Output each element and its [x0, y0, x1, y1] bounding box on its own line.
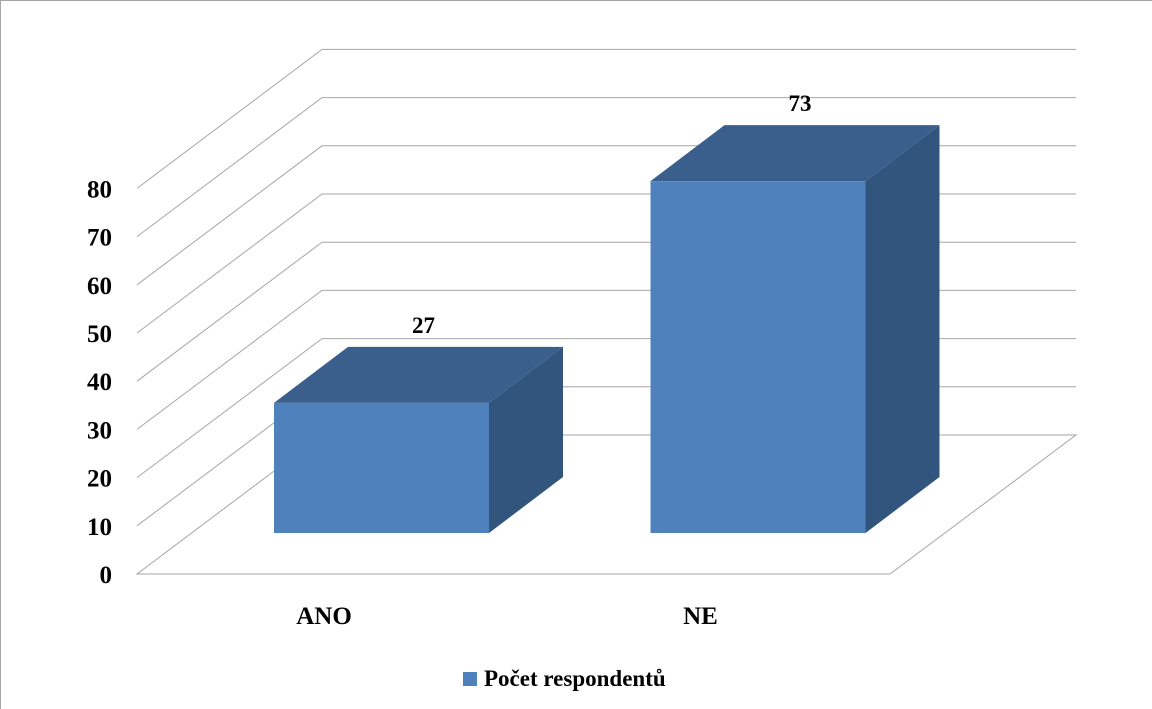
y-tick-label: 20	[87, 466, 112, 493]
legend-label: Počet respondentů	[484, 666, 666, 691]
bar-side	[489, 346, 563, 533]
y-axis-ticks: 0 10 20 30 40 50 60 70 80	[87, 176, 112, 589]
bar	[274, 402, 489, 533]
x-axis-categories: ANO NE	[296, 603, 718, 630]
gridline	[136, 48, 1076, 189]
bar-side	[865, 125, 940, 533]
bar-top	[274, 346, 563, 403]
y-tick-label: 40	[87, 369, 112, 396]
y-tick-label: 70	[87, 225, 112, 252]
data-labels: 27 73	[412, 91, 812, 338]
bar	[650, 181, 866, 533]
data-label: 27	[412, 313, 435, 338]
y-tick-label: 30	[87, 417, 112, 444]
y-tick-label: 80	[87, 176, 112, 203]
y-tick-label: 10	[87, 514, 112, 541]
x-category-label: ANO	[296, 603, 352, 630]
legend: Počet respondentů	[463, 666, 666, 691]
data-label: 73	[789, 91, 812, 116]
y-tick-label: 60	[87, 273, 112, 300]
floor	[135, 434, 1078, 575]
x-category-label: NE	[683, 603, 718, 630]
bars	[274, 125, 940, 533]
y-tick-label: 50	[87, 321, 112, 348]
legend-swatch	[463, 672, 477, 686]
bar-top	[650, 125, 940, 182]
gridline	[136, 97, 1076, 237]
y-tick-label: 0	[100, 562, 113, 589]
